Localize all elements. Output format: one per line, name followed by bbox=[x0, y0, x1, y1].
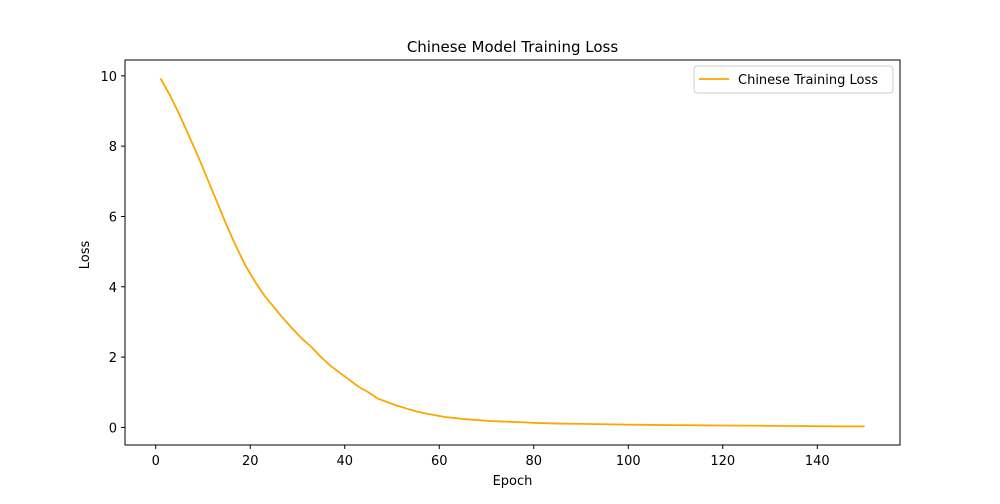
x-tick-label: 120 bbox=[710, 454, 735, 469]
y-tick-label: 4 bbox=[109, 281, 117, 296]
legend: Chinese Training Loss bbox=[693, 65, 894, 94]
legend-box bbox=[693, 65, 894, 94]
y-tick-label: 0 bbox=[109, 421, 117, 436]
x-tick-label: 60 bbox=[431, 454, 448, 469]
plot-area bbox=[124, 59, 901, 446]
series-line-0 bbox=[159, 77, 865, 428]
legend-label: Chinese Training Loss bbox=[738, 73, 878, 88]
y-tick-label: 2 bbox=[109, 351, 117, 366]
chart-title: Chinese Model Training Loss bbox=[407, 38, 619, 56]
y-axis-label: Loss bbox=[78, 241, 93, 270]
y-tick-label: 10 bbox=[100, 70, 117, 85]
x-tick-label: 0 bbox=[152, 454, 160, 469]
x-tick-label: 20 bbox=[242, 454, 259, 469]
x-tick-label: 80 bbox=[525, 454, 542, 469]
axes-frame bbox=[124, 59, 901, 446]
y-tick-label: 8 bbox=[109, 140, 117, 155]
x-axis-label: Epoch bbox=[493, 474, 533, 489]
x-tick-label: 100 bbox=[616, 454, 641, 469]
x-tick-label: 140 bbox=[805, 454, 830, 469]
y-tick-label: 6 bbox=[109, 210, 117, 225]
axis-ticks: 0 20 40 60 80 100 120 140 0 2 4 6 8 10 bbox=[100, 70, 829, 469]
x-tick-label: 40 bbox=[336, 454, 353, 469]
